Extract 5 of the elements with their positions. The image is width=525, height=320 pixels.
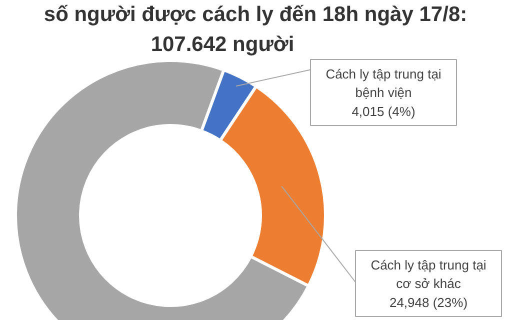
chart-title: số người được cách ly đến 18h ngày 17/8: 107.642 người [44, 3, 468, 56]
slice-label: Cách ly tập trung tại bệnh viện [326, 66, 442, 100]
slice-label: Cách ly tập trung tại cơ sở khác [370, 257, 486, 291]
data-label: 4,015 (4%) [352, 104, 416, 119]
data-label: 24,948 (23%) [389, 294, 468, 310]
